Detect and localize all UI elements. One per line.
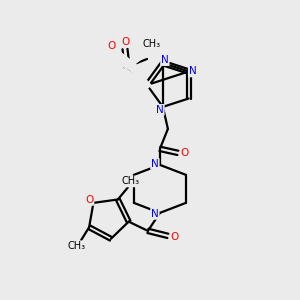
Text: N: N (151, 159, 159, 169)
Text: CH₃: CH₃ (143, 39, 161, 49)
Text: N: N (189, 67, 196, 76)
Text: CH₃: CH₃ (67, 241, 85, 251)
Text: N: N (156, 105, 164, 115)
Text: O: O (108, 41, 116, 51)
Text: O: O (85, 195, 94, 205)
Text: O: O (171, 232, 179, 242)
Text: N: N (151, 209, 159, 219)
Text: N: N (161, 55, 169, 65)
Text: O: O (121, 37, 129, 47)
Text: O: O (181, 148, 189, 158)
Text: CH₃: CH₃ (122, 176, 140, 187)
